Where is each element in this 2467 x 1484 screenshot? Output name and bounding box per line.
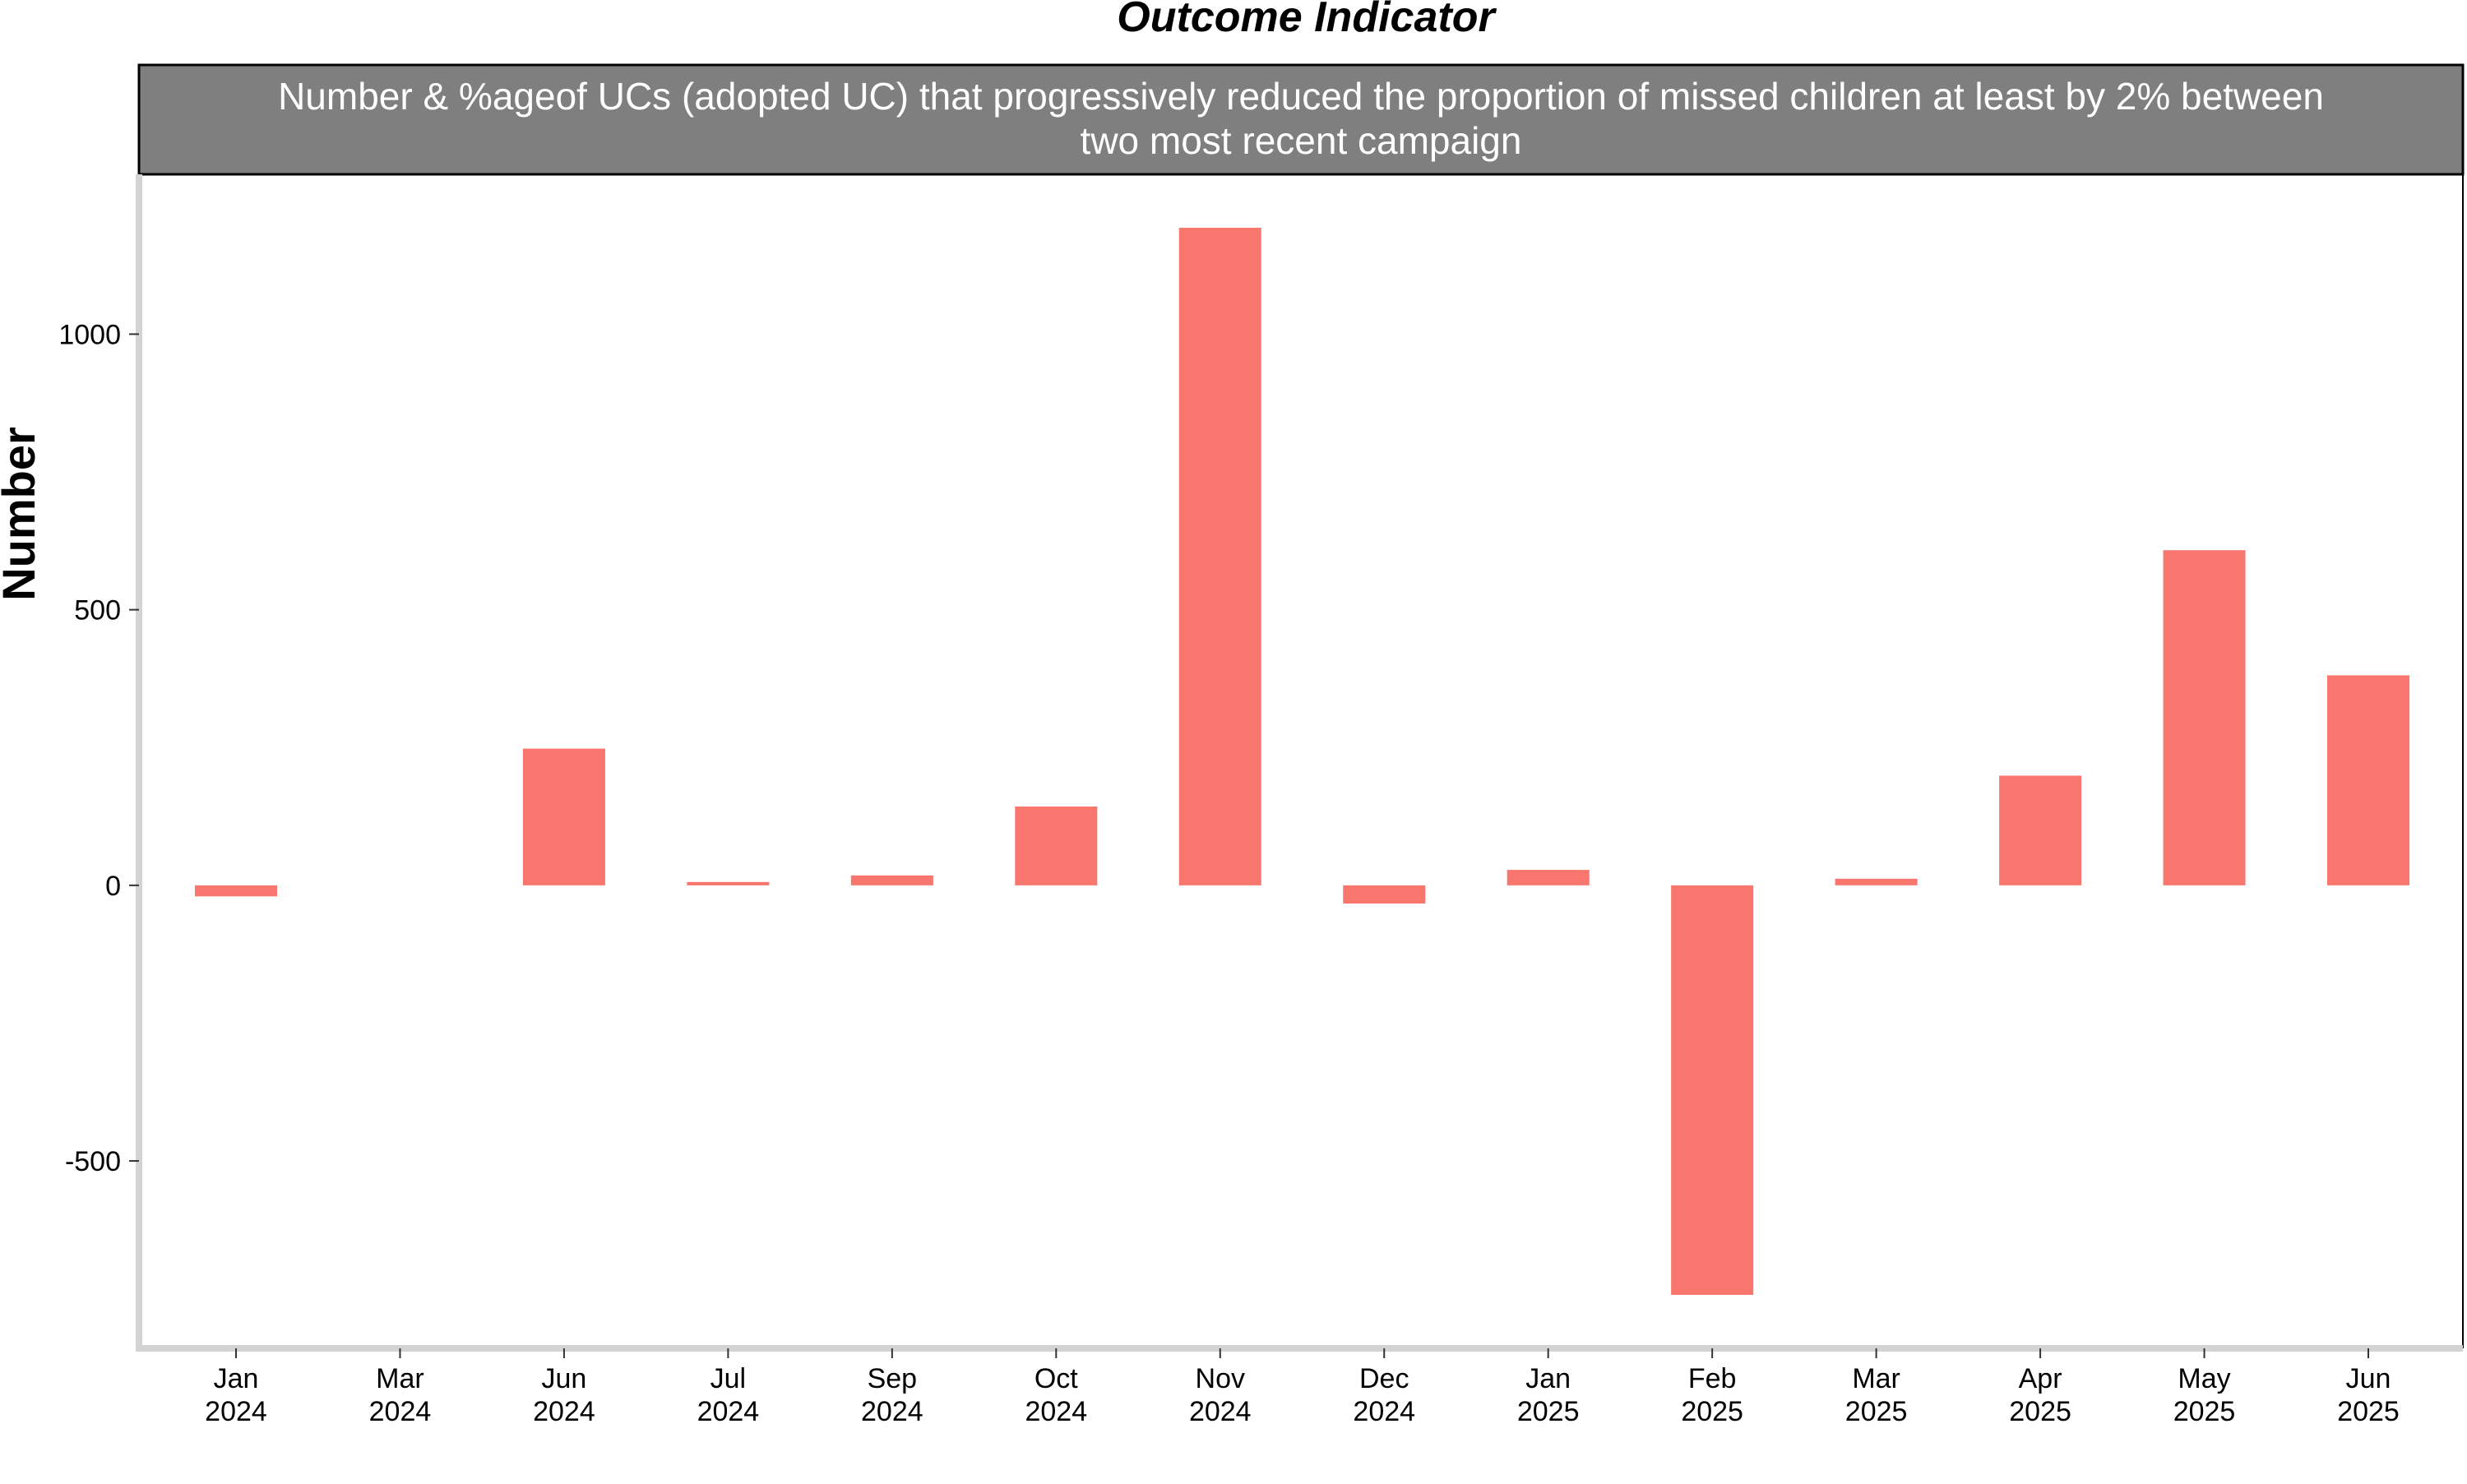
facet-strip <box>137 63 2465 176</box>
x-tick-label: Sep 2024 <box>861 1363 923 1427</box>
y-axis-label: Number <box>0 427 44 601</box>
bar <box>1999 775 2082 885</box>
bar <box>850 875 933 885</box>
x-tick-label: May 2025 <box>2173 1363 2236 1427</box>
x-tick-label: Mar 2024 <box>369 1363 432 1427</box>
bar <box>687 881 770 885</box>
bar <box>1178 228 1261 885</box>
x-tick-label: Mar 2025 <box>1845 1363 1908 1427</box>
facet-strip-label-line1: Number & %ageof UCs (adopted UC) that pr… <box>278 75 2324 118</box>
bars <box>195 228 2409 1295</box>
x-tick-label: Jul 2024 <box>697 1363 760 1427</box>
facet-strip-label-line2: two most recent campaign <box>1081 119 1522 162</box>
y-axis-ticks: -500 0 500 1000 <box>58 319 139 1177</box>
y-tick-label: 1000 <box>58 319 121 350</box>
bar <box>522 748 605 885</box>
x-tick-label: Jun 2025 <box>2337 1363 2400 1427</box>
y-tick-label: 500 <box>74 595 121 626</box>
bar <box>1343 885 1426 904</box>
bar <box>1671 885 1754 1295</box>
bar <box>2163 550 2246 885</box>
x-tick-label: Jan 2025 <box>1517 1363 1580 1427</box>
x-tick-label: Oct 2024 <box>1025 1363 1087 1427</box>
x-tick-label: Apr 2025 <box>2009 1363 2071 1427</box>
x-tick-label: Nov 2024 <box>1189 1363 1252 1427</box>
x-tick-label: Jan 2024 <box>205 1363 267 1427</box>
x-tick-label: Dec 2024 <box>1353 1363 1415 1427</box>
y-tick-label: 0 <box>105 871 121 902</box>
bar <box>2327 675 2409 885</box>
bar <box>1507 870 1590 885</box>
bar <box>1015 806 1098 885</box>
x-axis-ticks: Jan 2024 Mar 2024 Jun 2024 Jul 2024 Sep 2024 Oct 20… <box>205 1348 2400 1427</box>
bar <box>195 885 277 897</box>
x-tick-label: Jun 2024 <box>533 1363 595 1427</box>
bar <box>1835 878 1918 885</box>
x-tick-label: Feb 2025 <box>1681 1363 1743 1427</box>
chart-title: Outcome Indicator <box>1117 0 1497 41</box>
y-tick-label: -500 <box>65 1146 121 1177</box>
